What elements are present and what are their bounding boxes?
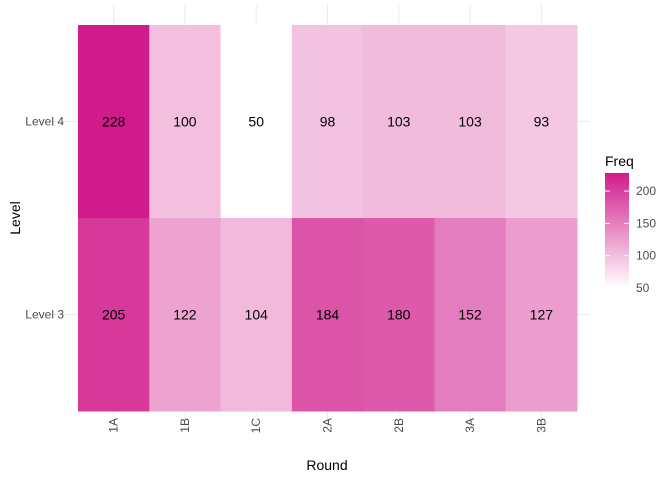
legend-tick-label: 50 — [636, 281, 650, 295]
y-tick-label: Level 3 — [25, 308, 64, 322]
x-tick-label: 1A — [107, 418, 121, 433]
heatmap-cell — [363, 25, 435, 219]
cell-value-label: 104 — [245, 307, 269, 323]
cell-value-label: 103 — [387, 114, 411, 130]
x-tick-label: 2A — [321, 418, 335, 433]
legend-tick-label: 150 — [636, 216, 656, 230]
legend-title: Freq — [605, 153, 634, 169]
cell-value-label: 103 — [458, 114, 482, 130]
legend-colorbar — [605, 173, 629, 288]
heatmap-cell — [363, 218, 435, 412]
cell-value-label: 98 — [320, 114, 336, 130]
heatmap-cell — [149, 218, 222, 412]
cell-value-label: 93 — [534, 114, 550, 130]
cell-value-label: 122 — [173, 307, 197, 323]
x-tick-label: 3B — [534, 418, 548, 433]
cell-value-labels: 228 100 50 98 103 103 93 205 122 104 184 180 152 127 — [102, 114, 553, 323]
heatmap-cell — [505, 218, 578, 412]
heatmap-cells — [78, 25, 578, 412]
heatmap-cell — [434, 25, 507, 219]
cell-value-label: 205 — [102, 307, 126, 323]
y-axis-title: Level — [7, 201, 23, 234]
cell-value-label: 228 — [102, 114, 126, 130]
cell-value-label: 184 — [316, 307, 340, 323]
cell-value-label: 100 — [173, 114, 197, 130]
legend-ticks: 50 100 150 200 — [605, 184, 656, 295]
cell-value-label: 180 — [387, 307, 411, 323]
x-tick-label: 1C — [249, 418, 263, 434]
heatmap-cell — [434, 218, 507, 412]
legend-tick-label: 200 — [636, 184, 656, 198]
heatmap-cell — [78, 218, 150, 412]
color-legend: Freq 50 100 150 200 — [605, 153, 656, 295]
x-tick-label: 2B — [392, 418, 406, 433]
heatmap-cell — [220, 218, 293, 412]
x-axis-ticks: 1A 1B 1C 2A 2B 3A 3B — [107, 418, 549, 434]
heatmap-cell — [220, 25, 293, 219]
x-tick-label: 3A — [463, 418, 477, 433]
heatmap-cell — [291, 218, 364, 412]
x-tick-label: 1B — [178, 418, 192, 433]
cell-value-label: 152 — [458, 307, 482, 323]
y-tick-label: Level 4 — [25, 115, 64, 129]
cell-value-label: 50 — [248, 114, 264, 130]
cell-value-label: 127 — [530, 307, 554, 323]
heatmap-cell — [505, 25, 578, 219]
legend-tick-label: 100 — [636, 249, 656, 263]
heatmap-cell — [149, 25, 222, 219]
heatmap-cell — [291, 25, 364, 219]
heatmap-cell — [78, 25, 150, 219]
x-axis-title: Round — [306, 457, 347, 473]
y-axis-ticks: Level 3 Level 4 — [25, 115, 64, 322]
